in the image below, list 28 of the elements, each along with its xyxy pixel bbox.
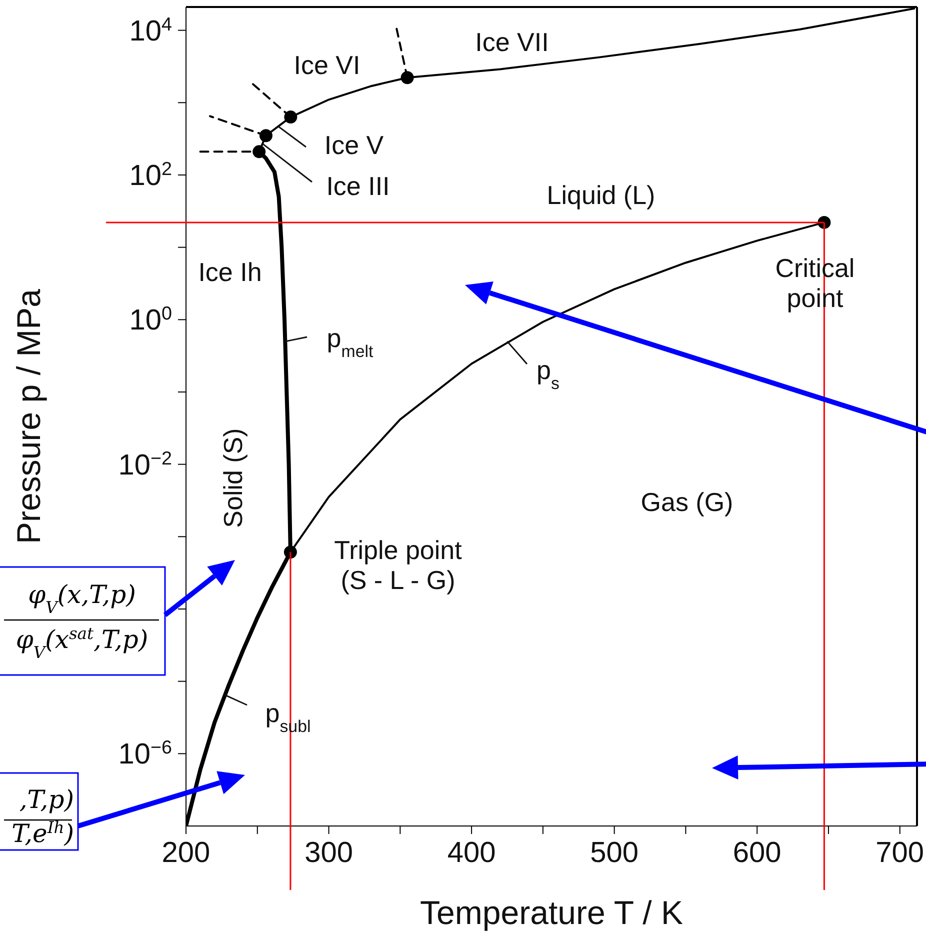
annotation: Ice VII — [475, 27, 549, 58]
x-tick-label: 700 — [876, 837, 924, 869]
text: φ$_{V}$(x,T,p) — [28, 580, 136, 616]
annotation: Triple point (S - L - G) — [334, 535, 463, 596]
annotation: Gas (G) — [640, 487, 734, 518]
y-tick-label: 10$^{−6}$ — [118, 736, 172, 771]
text: φ$_{V}$(x$^{sat}$,T,p) — [16, 624, 148, 662]
y-tick-label: 10$^{0}$ — [129, 302, 172, 337]
x-tick-label: 200 — [162, 837, 210, 869]
annotation: p$_{melt}$ — [326, 323, 374, 361]
x-tick-label: 300 — [304, 837, 353, 869]
y-tick-label: 10$^{2}$ — [129, 157, 172, 192]
annotation: Ice VI — [294, 50, 360, 80]
text: T,e$^{Ih}$) — [12, 818, 74, 848]
text: ,T,p) — [19, 785, 74, 814]
annotation: Ice III — [326, 171, 390, 202]
annotation: Ice Ih — [198, 257, 262, 288]
x-axis-title: Temperature T / K — [420, 894, 683, 931]
y-tick-label: 10$^{4}$ — [129, 12, 172, 48]
annotation: Ice V — [324, 130, 384, 160]
annotation: p$_{s}$ — [536, 355, 560, 393]
y-axis-title: Pressure p / MPa — [10, 288, 47, 544]
y-tick-label: 10$^{−2}$ — [118, 446, 172, 482]
annotation: Solid (S) — [218, 428, 248, 528]
x-tick-label: 500 — [590, 837, 639, 869]
x-tick-label: 400 — [447, 837, 496, 869]
annotation: Liquid (L) — [546, 180, 656, 210]
x-tick-label: 600 — [732, 837, 782, 869]
